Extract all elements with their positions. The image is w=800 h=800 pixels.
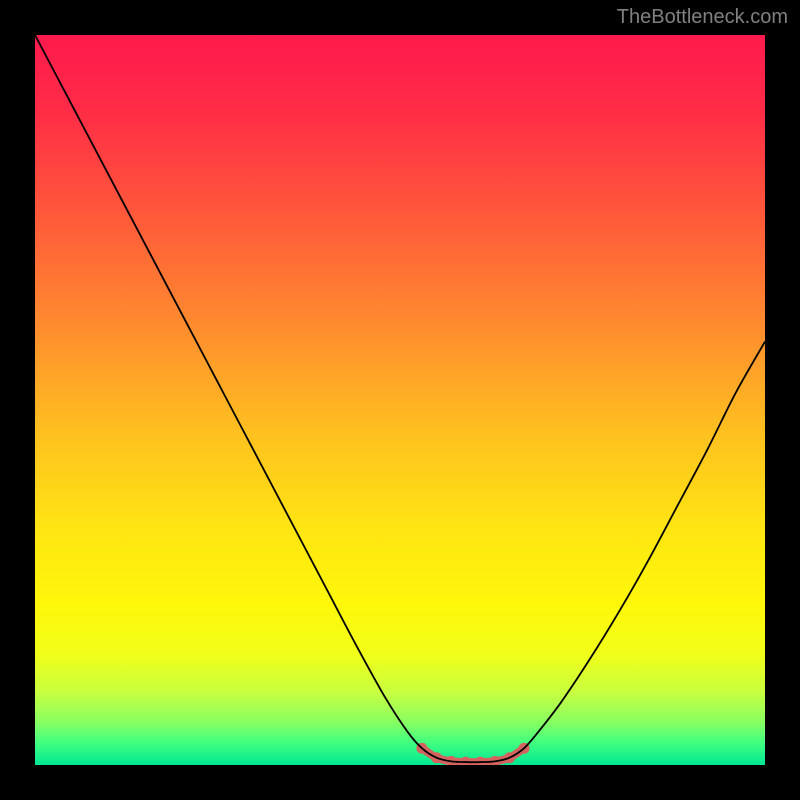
- watermark-text: TheBottleneck.com: [617, 6, 788, 29]
- gradient-background: [35, 35, 765, 765]
- chart-svg: [35, 35, 765, 765]
- plot-area: [35, 35, 765, 765]
